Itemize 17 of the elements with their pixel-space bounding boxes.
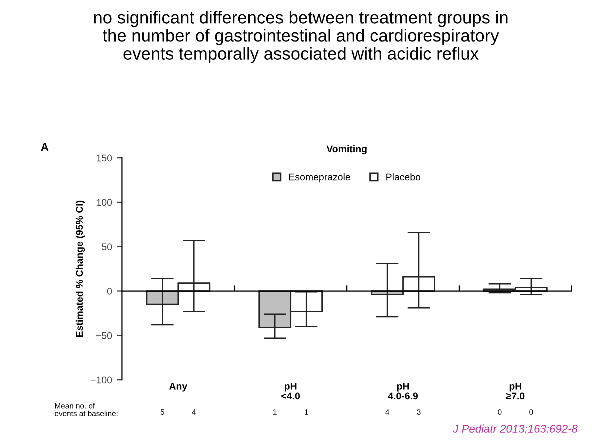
y-tick-label: 150 [97, 154, 112, 162]
y-axis-title: Estimated % Change (95% CI) [76, 200, 86, 338]
chart-subtitle: Vomiting [326, 145, 367, 155]
x-tick-label: pH <4.0 [282, 383, 300, 400]
y-tick-label: −100 [91, 376, 112, 384]
y-tick-label: 50 [102, 244, 112, 250]
y-tick-label: 100 [97, 199, 112, 206]
text: J Pediatr 2013:163:692-8 [453, 424, 578, 433]
x-tick-label: pH 4.0-6.9 [388, 383, 418, 400]
x-tick-label: pH ≥7.0 [506, 383, 525, 400]
x-tick-label: Any [169, 383, 188, 392]
y-tick-label: 0 [107, 288, 112, 295]
text: A [41, 143, 49, 151]
y-tick-label: −50 [96, 332, 112, 340]
legend-label: Esomeprazole [289, 174, 350, 183]
legend-label: Placebo [386, 174, 421, 181]
chart-title: no significant differences between treatment groups in the number of gastrointestinal and cardiorespiratory events temporally associated with acidic reflux [94, 11, 508, 64]
